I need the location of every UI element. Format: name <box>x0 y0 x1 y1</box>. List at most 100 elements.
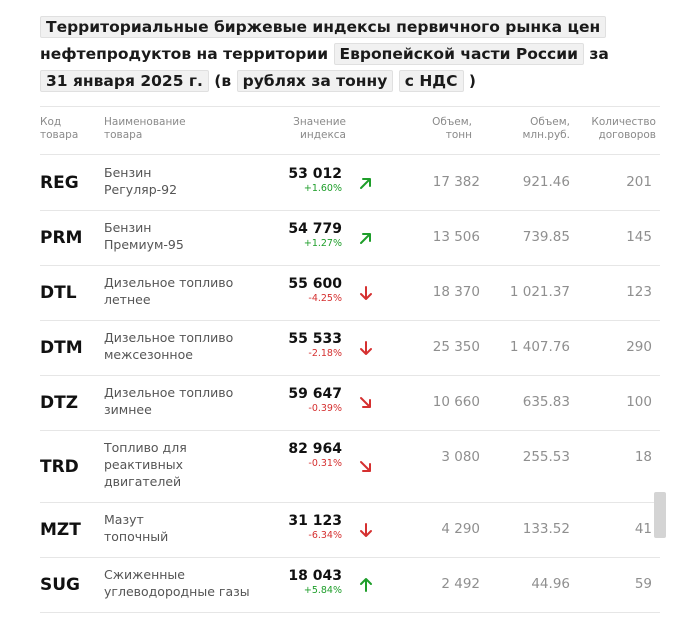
index-value: 59 647 <box>288 386 342 402</box>
index-change: -0.39% <box>308 403 342 414</box>
volume-tonnes: 25 350 <box>432 339 480 355</box>
date-badge[interactable]: 31 января 2025 г. <box>40 70 209 92</box>
arrow-up-right-icon <box>360 178 371 189</box>
contracts-count: 145 <box>626 229 652 245</box>
contracts-count: 59 <box>634 576 652 592</box>
divider <box>40 430 660 431</box>
table-row[interactable]: PRM Бензин Премиум-95 54 779 +1.27% 13 506 739… <box>40 210 660 265</box>
arrow-down-right-icon <box>360 461 371 472</box>
volume-tonnes: 4 290 <box>441 521 480 537</box>
volume-rub: 133.52 <box>522 521 570 537</box>
volume-rub: 635.83 <box>522 394 570 410</box>
product-code: REG <box>40 173 79 193</box>
table-row[interactable]: TRD Топливо для реактивных двигателей 82 964… <box>40 430 660 502</box>
table-row[interactable]: DTZ Дизельное топливо зимнее 59 647 -0.39% 10… <box>40 375 660 430</box>
index-value: 82 964 <box>288 441 342 457</box>
col-header-volume-rub: Объем, млн.руб. <box>522 116 570 141</box>
product-name: Дизельное топливо зимнее <box>104 385 234 417</box>
product-code: SUG <box>40 575 81 595</box>
product-code: DTL <box>40 283 77 303</box>
title-za: за <box>589 45 609 63</box>
volume-rub: 921.46 <box>522 174 570 190</box>
divider <box>40 612 660 613</box>
volume-tonnes: 2 492 <box>441 576 480 592</box>
col-header-contracts: Количество договоров <box>591 116 656 141</box>
product-name: Топливо для реактивных двигателей <box>104 440 187 489</box>
page-title: Территориальные биржевые индексы первичн… <box>40 14 660 95</box>
volume-tonnes: 17 382 <box>432 174 480 190</box>
arrow-down-icon <box>360 286 372 300</box>
contracts-count: 18 <box>634 449 652 465</box>
volume-rub: 1 407.76 <box>509 339 570 355</box>
index-value: 18 043 <box>288 568 342 584</box>
index-change: -6.34% <box>308 530 342 541</box>
product-code: DTZ <box>40 393 79 413</box>
title-v: (в <box>214 72 232 90</box>
arrow-up-icon <box>360 578 372 592</box>
product-name: Дизельное топливо межсезонное <box>104 330 234 362</box>
index-change: -0.31% <box>308 458 342 469</box>
table-row[interactable]: MZT Мазут топочный 31 123 -6.34% 4 290 133.52 4… <box>40 502 660 557</box>
table-row[interactable]: SUG Сжиженные углеводородные газы 18 043 +5.… <box>40 557 660 612</box>
divider <box>40 154 660 155</box>
index-change: +1.60% <box>303 183 342 194</box>
divider <box>40 502 660 503</box>
product-name: Бензин Регуляр-92 <box>104 165 178 197</box>
volume-rub: 255.53 <box>522 449 570 465</box>
divider <box>40 265 660 266</box>
product-code: PRM <box>40 228 83 248</box>
product-name: Мазут топочный <box>104 512 169 544</box>
product-code: DTM <box>40 338 83 358</box>
index-value: 53 012 <box>288 166 342 182</box>
arrow-down-icon <box>360 523 372 537</box>
col-header-volume-t: Объем, тонн <box>432 116 472 141</box>
title-line-1: Территориальные биржевые индексы первичн… <box>40 16 607 38</box>
title-close: ) <box>468 72 476 90</box>
index-change: -4.25% <box>308 293 342 304</box>
contracts-count: 290 <box>626 339 652 355</box>
product-name: Дизельное топливо летнее <box>104 275 234 307</box>
contracts-count: 41 <box>634 521 652 537</box>
vat-badge[interactable]: с НДС <box>398 70 464 92</box>
volume-rub: 1 021.37 <box>509 284 570 300</box>
volume-tonnes: 3 080 <box>441 449 480 465</box>
arrow-up-right-icon <box>360 233 371 244</box>
divider <box>40 106 660 107</box>
index-value: 31 123 <box>288 513 342 529</box>
contracts-count: 201 <box>626 174 652 190</box>
volume-rub: 44.96 <box>531 576 570 592</box>
product-name: Сжиженные углеводородные газы <box>104 567 250 599</box>
divider <box>40 210 660 211</box>
index-value: 55 533 <box>288 331 342 347</box>
col-header-code: Код товара <box>40 116 79 141</box>
contracts-count: 123 <box>626 284 652 300</box>
table-row[interactable]: DTM Дизельное топливо межсезонное 55 533 -2.… <box>40 320 660 375</box>
divider <box>40 320 660 321</box>
divider <box>40 375 660 376</box>
contracts-count: 100 <box>626 394 652 410</box>
index-value: 54 779 <box>288 221 342 237</box>
table-row[interactable]: REG Бензин Регуляр-92 53 012 +1.60% 17 382 921… <box>40 155 660 210</box>
volume-tonnes: 10 660 <box>432 394 480 410</box>
title-line-2: нефтепродуктов на территории <box>40 45 329 63</box>
index-value: 55 600 <box>288 276 342 292</box>
region-badge[interactable]: Европейской части России <box>333 43 584 65</box>
index-change: +5.84% <box>303 585 342 596</box>
product-code: TRD <box>40 457 79 477</box>
volume-tonnes: 13 506 <box>432 229 480 245</box>
table-row[interactable]: DTL Дизельное топливо летнее 55 600 -4.25% 18… <box>40 265 660 320</box>
scrollbar-thumb[interactable] <box>654 492 666 538</box>
index-change: -2.18% <box>308 348 342 359</box>
unit-badge[interactable]: рублях за тонну <box>236 70 394 92</box>
volume-rub: 739.85 <box>522 229 570 245</box>
index-panel: Территориальные биржевые индексы первичн… <box>32 8 668 620</box>
divider <box>40 557 660 558</box>
index-change: +1.27% <box>303 238 342 249</box>
col-header-name: Наименование товара <box>104 116 186 141</box>
volume-tonnes: 18 370 <box>432 284 480 300</box>
product-name: Бензин Премиум-95 <box>104 220 184 252</box>
col-header-index: Значение индекса <box>293 116 346 141</box>
product-code: MZT <box>40 520 81 540</box>
arrow-down-right-icon <box>360 397 371 408</box>
arrow-down-icon <box>360 341 372 355</box>
